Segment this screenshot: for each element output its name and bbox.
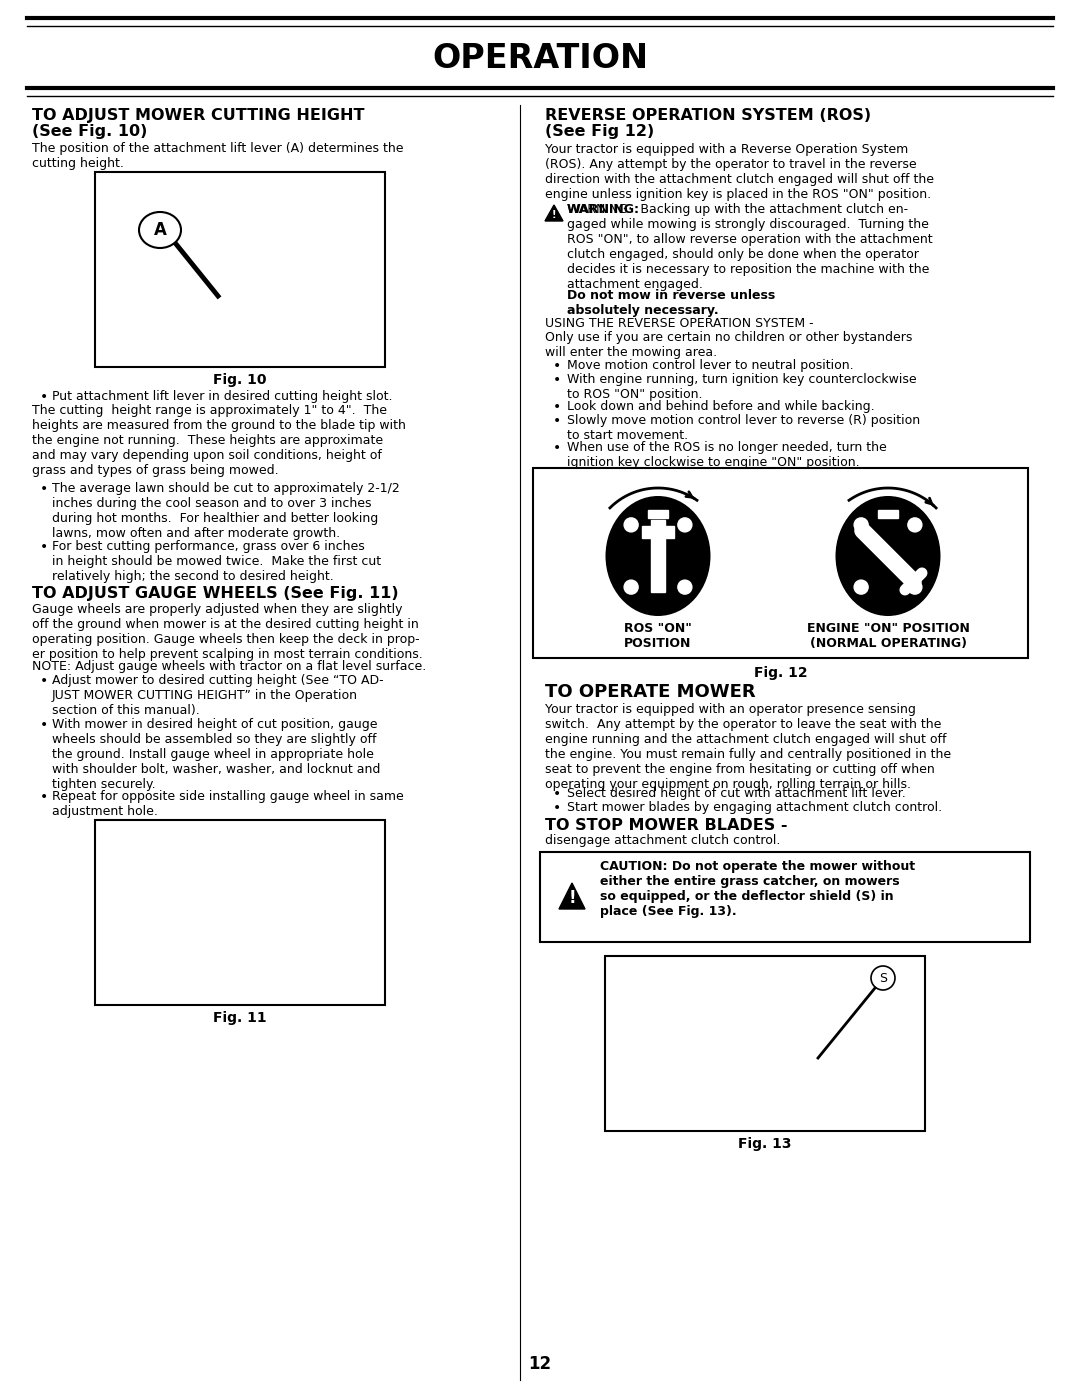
Text: The position of the attachment lift lever (A) determines the
cutting height.: The position of the attachment lift leve… (32, 142, 404, 170)
Text: USING THE REVERSE OPERATION SYSTEM -: USING THE REVERSE OPERATION SYSTEM - (545, 317, 813, 330)
Text: Fig. 11: Fig. 11 (213, 1011, 267, 1025)
Text: The cutting  height range is approximately 1" to 4".  The
heights are measured f: The cutting height range is approximatel… (32, 404, 406, 476)
Ellipse shape (139, 212, 181, 249)
Circle shape (870, 965, 895, 990)
Text: With engine running, turn ignition key counterclockwise
to ROS "ON" position.: With engine running, turn ignition key c… (567, 373, 917, 401)
Text: •: • (40, 482, 49, 496)
Polygon shape (545, 205, 563, 221)
Ellipse shape (606, 496, 711, 616)
Text: NOTE: Adjust gauge wheels with tractor on a flat level surface.: NOTE: Adjust gauge wheels with tractor o… (32, 659, 427, 673)
Text: TO STOP MOWER BLADES -: TO STOP MOWER BLADES - (545, 819, 787, 833)
Circle shape (678, 518, 692, 532)
Text: •: • (40, 789, 49, 805)
Text: •: • (40, 390, 49, 404)
Text: Your tractor is equipped with an operator presence sensing
switch.  Any attempt : Your tractor is equipped with an operato… (545, 703, 951, 791)
Text: (See Fig 12): (See Fig 12) (545, 124, 654, 138)
Text: !: ! (568, 888, 576, 907)
Text: Your tractor is equipped with a Reverse Operation System
(ROS). Any attempt by t: Your tractor is equipped with a Reverse … (545, 142, 934, 201)
Text: Slowly move motion control lever to reverse (R) position
to start movement.: Slowly move motion control lever to reve… (567, 414, 920, 441)
Text: OPERATION: OPERATION (432, 42, 648, 74)
Text: •: • (40, 541, 49, 555)
Text: Adjust mower to desired cutting height (See “TO AD-
JUST MOWER CUTTING HEIGHT” i: Adjust mower to desired cutting height (… (52, 673, 383, 717)
Bar (534, 468, 1028, 658)
Text: ENGINE "ON" POSITION
(NORMAL OPERATING): ENGINE "ON" POSITION (NORMAL OPERATING) (807, 622, 970, 650)
Circle shape (624, 518, 638, 532)
Text: •: • (553, 373, 562, 387)
Text: Fig. 13: Fig. 13 (739, 1137, 792, 1151)
Text: Move motion control lever to neutral position.: Move motion control lever to neutral pos… (567, 359, 853, 372)
Text: !: ! (552, 210, 556, 219)
Circle shape (908, 580, 922, 594)
Bar (95, 820, 384, 1004)
Circle shape (854, 518, 868, 532)
Circle shape (678, 580, 692, 594)
Text: CAUTION: Do not operate the mower without
either the entire grass catcher, on mo: CAUTION: Do not operate the mower withou… (600, 861, 915, 918)
Text: Fig. 10: Fig. 10 (213, 373, 267, 387)
Text: Select desired height of cut with attachment lift lever.: Select desired height of cut with attach… (567, 787, 906, 800)
Text: •: • (553, 414, 562, 427)
Text: •: • (553, 359, 562, 373)
Text: Gauge wheels are properly adjusted when they are slightly
off the ground when mo: Gauge wheels are properly adjusted when … (32, 604, 422, 661)
Text: Only use if you are certain no children or other bystanders
will enter the mowin: Only use if you are certain no children … (545, 331, 913, 359)
Circle shape (908, 518, 922, 532)
Bar (605, 956, 924, 1132)
Text: REVERSE OPERATION SYSTEM (ROS): REVERSE OPERATION SYSTEM (ROS) (545, 108, 872, 123)
Bar (95, 172, 384, 367)
Text: Do not mow in reverse unless
absolutely necessary.: Do not mow in reverse unless absolutely … (567, 289, 775, 317)
Text: 12: 12 (528, 1355, 552, 1373)
Text: TO OPERATE MOWER: TO OPERATE MOWER (545, 683, 756, 701)
Text: Start mower blades by engaging attachment clutch control.: Start mower blades by engaging attachmen… (567, 800, 942, 814)
Text: (See Fig. 10): (See Fig. 10) (32, 124, 147, 138)
Text: WARNING:: WARNING: (567, 203, 640, 217)
Bar (540, 852, 1030, 942)
Text: •: • (40, 718, 49, 732)
Bar (648, 510, 669, 518)
Text: •: • (553, 787, 562, 800)
Bar (642, 527, 674, 538)
Bar (651, 520, 665, 592)
Text: •: • (553, 400, 562, 414)
Polygon shape (559, 883, 585, 909)
Text: •: • (553, 800, 562, 814)
Text: •: • (40, 673, 49, 687)
Text: Repeat for opposite side installing gauge wheel in same
adjustment hole.: Repeat for opposite side installing gaug… (52, 789, 404, 819)
Text: A: A (153, 221, 166, 239)
Circle shape (854, 580, 868, 594)
Text: Look down and behind before and while backing.: Look down and behind before and while ba… (567, 400, 875, 414)
Text: disengage attachment clutch control.: disengage attachment clutch control. (545, 834, 781, 847)
Circle shape (624, 580, 638, 594)
Text: The average lawn should be cut to approximately 2-1/2
inches during the cool sea: The average lawn should be cut to approx… (52, 482, 400, 541)
Text: •: • (553, 441, 562, 455)
Text: TO ADJUST GAUGE WHEELS (See Fig. 11): TO ADJUST GAUGE WHEELS (See Fig. 11) (32, 585, 399, 601)
Text: With mower in desired height of cut position, gauge
wheels should be assembled s: With mower in desired height of cut posi… (52, 718, 380, 791)
Text: TO ADJUST MOWER CUTTING HEIGHT: TO ADJUST MOWER CUTTING HEIGHT (32, 108, 365, 123)
Text: Put attachment lift lever in desired cutting height slot.: Put attachment lift lever in desired cut… (52, 390, 392, 402)
Ellipse shape (836, 496, 941, 616)
Text: For best cutting performance, grass over 6 inches
in height should be mowed twic: For best cutting performance, grass over… (52, 541, 381, 583)
Text: Fig. 12: Fig. 12 (754, 666, 808, 680)
Text: ROS "ON"
POSITION: ROS "ON" POSITION (624, 622, 692, 650)
Text: When use of the ROS is no longer needed, turn the
ignition key clockwise to engi: When use of the ROS is no longer needed,… (567, 441, 887, 469)
Text: WARNING:  Backing up with the attachment clutch en-
gaged while mowing is strong: WARNING: Backing up with the attachment … (567, 203, 933, 291)
Bar (878, 510, 897, 518)
Text: S: S (879, 971, 887, 985)
